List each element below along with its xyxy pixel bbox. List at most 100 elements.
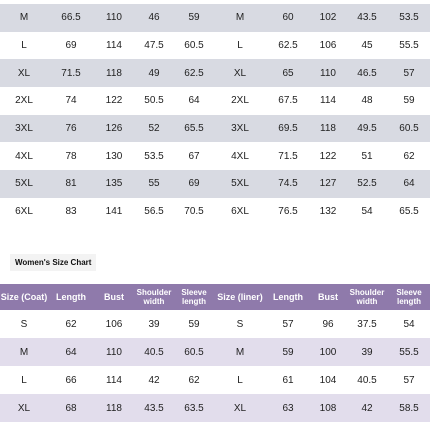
table-cell: 65.5: [174, 114, 214, 143]
table-cell: 48: [361, 95, 373, 107]
table-cell: XL: [214, 59, 266, 88]
table-cell: 4XL: [231, 150, 249, 162]
table-cell: 62: [403, 150, 415, 162]
table-cell: 61: [282, 374, 294, 386]
table-cell: 59: [403, 95, 415, 107]
table-row: 6XL 83 141 56.5 70.5 6XL 76.5 132 54 65.5: [0, 198, 430, 226]
table-cell: 74.5: [266, 170, 310, 198]
table-cell: 118: [94, 394, 134, 422]
table-cell: 71.5: [278, 150, 298, 162]
table-cell: 64: [188, 95, 200, 107]
table-cell: 64: [48, 338, 94, 366]
table-cell: L: [21, 374, 27, 386]
table-cell: 63.5: [174, 394, 214, 422]
table-cell: 78: [65, 150, 77, 162]
table-cell: 49: [134, 59, 174, 88]
table-cell: 5XL: [214, 170, 266, 198]
table-cell: 114: [106, 374, 122, 386]
table-cell: 55: [134, 170, 174, 198]
table-cell: M: [214, 4, 266, 32]
header-cell: Length: [48, 284, 94, 310]
table-cell: 60.5: [388, 114, 430, 143]
table-cell: 56.5: [144, 206, 164, 218]
table-cell: 52.5: [346, 170, 388, 198]
table-row: 5XL 81 135 55 69 5XL 74.5 127 52.5 64: [0, 170, 430, 198]
table-cell: 50.5: [144, 95, 164, 107]
table-cell: 53.5: [144, 150, 164, 162]
table-cell: 62.5: [174, 59, 214, 88]
header-row: Size (Coat) Length Bust Shoulder width Sleev…: [0, 284, 430, 310]
table-cell: 110: [310, 59, 346, 88]
table-cell: 76.5: [278, 206, 298, 218]
table-cell: 67: [188, 150, 200, 162]
table-cell: XL: [214, 394, 266, 422]
table-cell: 59: [188, 318, 200, 330]
table-cell: 43.5: [346, 4, 388, 32]
table-cell: 42: [346, 394, 388, 422]
table-row: 2XL 74 122 50.5 64 2XL 67.5 114 48 59: [0, 87, 430, 115]
table-cell: 58.5: [388, 394, 430, 422]
table-cell: 46.5: [346, 59, 388, 88]
table-cell: 63: [266, 394, 310, 422]
table-cell: 118: [310, 114, 346, 143]
table-cell: 122: [319, 150, 337, 162]
table-cell: 81: [48, 170, 94, 198]
table-cell: 62: [188, 374, 200, 386]
table-cell: 60.5: [174, 338, 214, 366]
table-cell: 110: [94, 4, 134, 32]
table-cell: 3XL: [214, 114, 266, 143]
header-cell: Sleeve length: [388, 284, 430, 310]
table-cell: 53.5: [388, 4, 430, 32]
table-row: S 62 106 39 59 S 57 96 37.5 54: [0, 310, 430, 338]
table-cell: 59: [174, 4, 214, 32]
table-cell: 66.5: [48, 4, 94, 32]
table-cell: 141: [105, 206, 123, 218]
table-cell: 62.5: [278, 40, 298, 52]
table-row: M 66.5 110 46 59 M 60 102 43.5 53.5: [0, 4, 430, 32]
table-row: L 66 114 42 62 L 61 104 40.5 57: [0, 366, 430, 394]
table-cell: 55.5: [388, 338, 430, 366]
table-cell: L: [237, 40, 243, 52]
table-row: XL 71.5 118 49 62.5 XL 65 110 46.5 57: [0, 59, 430, 88]
table-cell: 51: [361, 150, 373, 162]
table-cell: 45: [361, 40, 373, 52]
table-cell: 2XL: [231, 95, 249, 107]
table-row: L 69 114 47.5 60.5 L 62.5 106 45 55.5: [0, 32, 430, 60]
table-cell: S: [20, 318, 28, 330]
header-cell: Bust: [94, 284, 134, 310]
table-cell: 60: [266, 4, 310, 32]
table-cell: 102: [310, 4, 346, 32]
table-cell: L: [21, 40, 27, 52]
table-cell: 62: [65, 318, 77, 330]
table-cell: 5XL: [0, 170, 48, 198]
table-cell: 4XL: [15, 150, 33, 162]
table-cell: 42: [148, 374, 160, 386]
table-row: M 64 110 40.5 60.5 M 59 100 39 55.5: [0, 338, 430, 366]
table-cell: 54: [403, 318, 415, 330]
table-cell: 59: [266, 338, 310, 366]
table-cell: 122: [105, 95, 123, 107]
table-cell: 43.5: [134, 394, 174, 422]
table-cell: 57: [282, 318, 294, 330]
table-cell: 2XL: [15, 95, 33, 107]
table-cell: 106: [105, 318, 123, 330]
table-cell: 127: [310, 170, 346, 198]
header-cell: Shoulder width: [346, 284, 388, 310]
table-cell: 52: [134, 114, 174, 143]
table-cell: L: [237, 374, 243, 386]
table-cell: 69: [65, 40, 77, 52]
header-cell: Shoulder width: [134, 284, 174, 310]
table-cell: M: [0, 4, 48, 32]
table-cell: 104: [319, 374, 337, 386]
table-cell: XL: [0, 394, 48, 422]
table-cell: 106: [319, 40, 337, 52]
table-row: 3XL 76 126 52 65.5 3XL 69.5 118 49.5 60.5: [0, 114, 430, 143]
table-cell: XL: [0, 59, 48, 88]
table-cell: 60.5: [184, 40, 204, 52]
table-cell: 69: [174, 170, 214, 198]
table-cell: 96: [322, 318, 334, 330]
table-cell: 40.5: [357, 374, 377, 386]
header-cell: Size (Coat): [0, 284, 48, 310]
table-cell: 3XL: [0, 114, 48, 143]
